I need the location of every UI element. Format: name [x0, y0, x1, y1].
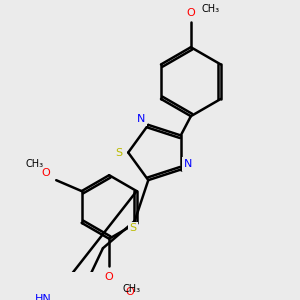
Text: O: O [126, 287, 134, 297]
Text: CH₃: CH₃ [202, 4, 220, 14]
Text: O: O [41, 168, 50, 178]
Text: O: O [187, 8, 195, 18]
Text: N: N [137, 114, 145, 124]
Text: S: S [129, 223, 137, 233]
Text: S: S [116, 148, 123, 158]
Text: HN: HN [34, 294, 51, 300]
Text: CH₃: CH₃ [26, 159, 44, 169]
Text: CH₃: CH₃ [123, 284, 141, 294]
Text: O: O [105, 272, 113, 282]
Text: N: N [184, 159, 192, 169]
